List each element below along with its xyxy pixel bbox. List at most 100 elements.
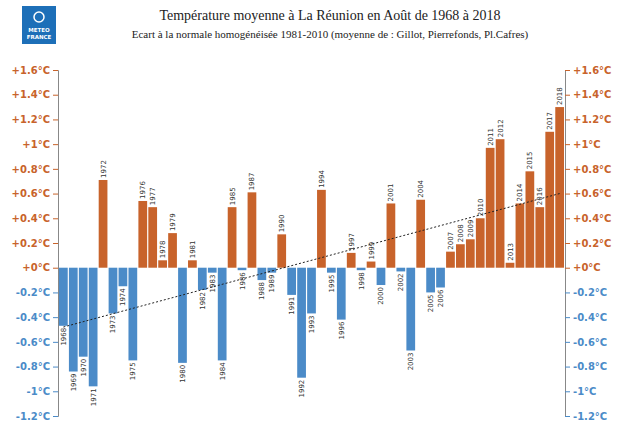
year-label: 1993 [308,315,316,333]
year-label: 1972 [100,160,108,178]
tick-label: +0°C [22,262,50,273]
logo-text: FRANCE [27,34,52,40]
year-label: 1968 [60,328,68,346]
tick: -0.4°C [16,312,58,323]
tick: +0.6°C [12,188,58,199]
tick-mark [53,317,58,318]
tick: +1.2°C [565,114,611,125]
bar [367,262,376,268]
tick: -1°C [27,386,58,397]
tick-label: -0.4°C [16,312,50,323]
tick-mark [565,144,570,145]
year-label: 2010 [477,198,485,216]
tick-mark [53,391,58,392]
year-label: 2004 [417,179,425,197]
bar [238,268,247,270]
bar [466,239,475,267]
logo: METEOFRANCE [22,6,56,44]
year-label: 1987 [248,173,256,191]
tick-mark [565,194,570,195]
bar [79,268,88,357]
year-label: 1983 [209,275,217,293]
tick-label: +1.2°C [573,114,611,125]
bar [119,268,128,287]
tick: -0.8°C [16,361,58,372]
tick-mark [53,243,58,244]
tick-mark [53,416,58,417]
bar [178,268,187,363]
year-label: 1981 [189,240,197,258]
bar [297,268,306,378]
year-label: 2000 [377,287,385,305]
tick: +0.6°C [565,188,611,199]
bar [307,268,316,314]
year-label: 2007 [447,232,455,250]
tick: -0.6°C [565,337,607,348]
tick-mark [565,416,570,417]
tick-mark [565,317,570,318]
logo-text: METEO [28,27,50,33]
bar [277,234,286,267]
year-label: 1977 [149,187,157,205]
tick-label: +1°C [573,139,601,150]
title: Température moyenne à La Réunion en Août… [159,8,500,23]
tick-mark [53,342,58,343]
plot [59,107,564,386]
bar [218,268,227,361]
bar [89,268,98,387]
tick: -0.2°C [16,287,58,298]
tick: +1°C [22,139,58,150]
year-label: 1974 [119,288,127,306]
year-label: 1978 [159,240,167,258]
year-label: 2006 [437,289,445,307]
bar [188,260,197,267]
bar [148,207,157,268]
tick-label: +0.6°C [12,188,50,199]
tick-label: -1°C [573,386,596,397]
year-label: 1970 [80,359,88,377]
tick-mark [53,367,58,368]
y-axis: +1.6°C+1.4°C+1.2°C+1°C+0.8°C+0.6°C+0.4°C… [12,65,59,422]
tick-label: +0.8°C [12,164,50,175]
bar [248,192,257,267]
bar [138,201,147,268]
year-label: 2008 [457,224,465,242]
axis-line [53,71,59,417]
bar [446,252,455,268]
tick-mark [565,367,570,368]
year-label: 2017 [546,112,554,130]
year-label: 1996 [338,321,346,339]
tick: -0.2°C [565,287,607,298]
tick-label: +0.4°C [12,213,50,224]
tick-label: +0.2°C [573,238,611,249]
tick: +0.4°C [12,213,58,224]
bar [59,268,68,326]
bar [317,190,326,268]
year-label: 1973 [109,315,117,333]
bar [387,203,396,267]
year-label: 2015 [526,152,534,170]
tick-label: -0.6°C [16,337,50,348]
tick: -1°C [565,386,596,397]
logo-box [22,6,56,44]
bar [99,180,108,268]
year-label: 2009 [467,219,475,237]
year-label: 2018 [556,87,564,105]
bar [109,268,118,314]
tick: -1.2°C [565,411,607,422]
bar [416,200,425,268]
tick-mark [565,268,570,269]
bar [456,244,465,267]
tick-mark [565,70,570,71]
year-label: 1997 [348,233,356,251]
year-label: 1969 [70,374,78,392]
year-label: 2005 [427,294,435,312]
tick-label: +0°C [573,262,601,273]
bar [198,268,207,290]
tick: +0.8°C [12,164,58,175]
bar [406,268,415,351]
bar [228,207,237,268]
year-label: 2013 [507,243,515,261]
tick: +0°C [565,262,601,273]
tick-mark [53,119,58,120]
